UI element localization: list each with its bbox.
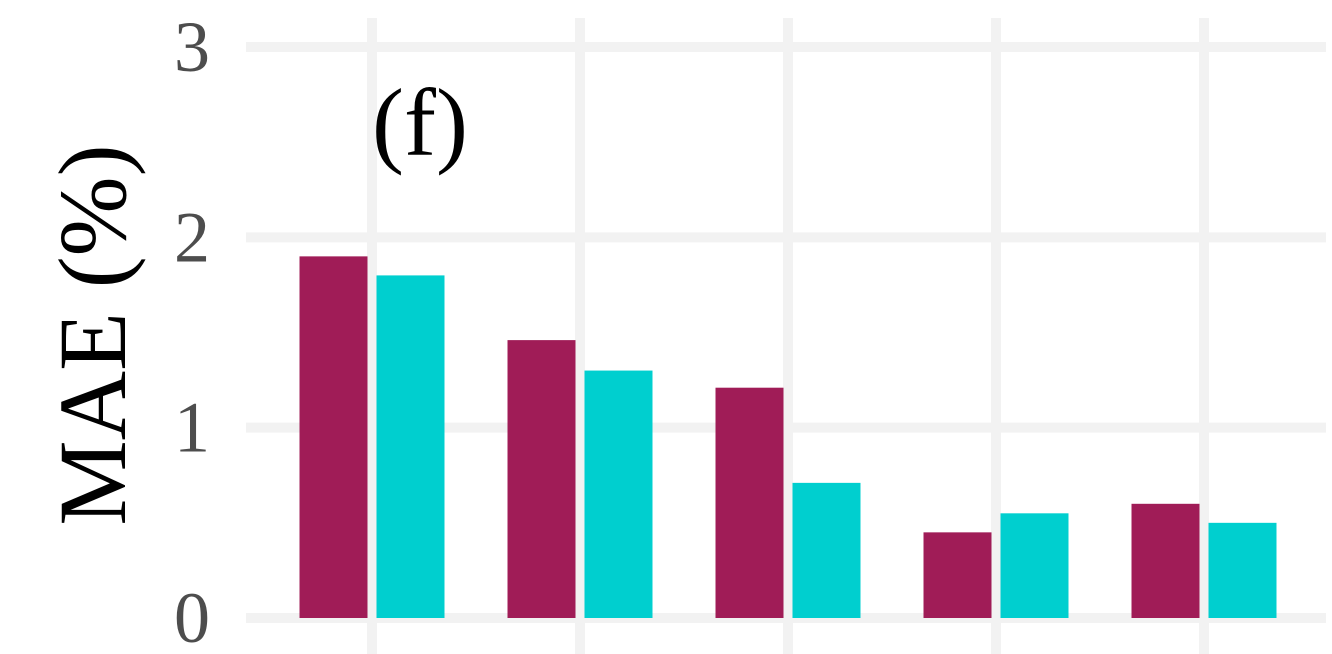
bar-series-2-cat-2 (585, 371, 653, 618)
y-tick-label: 1 (174, 388, 210, 468)
bar-series-1-cat-3 (716, 388, 784, 618)
y-tick-label: 2 (174, 197, 210, 277)
y-tick-label: 0 (174, 578, 210, 654)
bar-series-1-cat-4 (924, 532, 992, 618)
bar-series-1-cat-5 (1132, 504, 1200, 618)
y-axis-label: MAE (%) (39, 144, 146, 525)
bar-series-2-cat-3 (793, 483, 861, 618)
bar-series-2-cat-5 (1209, 523, 1277, 618)
bar-series-1-cat-1 (300, 256, 368, 618)
panel-label: (f) (372, 69, 468, 176)
bar-series-2-cat-4 (1001, 513, 1069, 618)
bar-series-2-cat-1 (377, 275, 445, 618)
y-tick-label: 3 (174, 7, 210, 87)
bar-series-1-cat-2 (508, 340, 576, 618)
y-tick-labels: 0 1 2 3 (174, 7, 210, 654)
